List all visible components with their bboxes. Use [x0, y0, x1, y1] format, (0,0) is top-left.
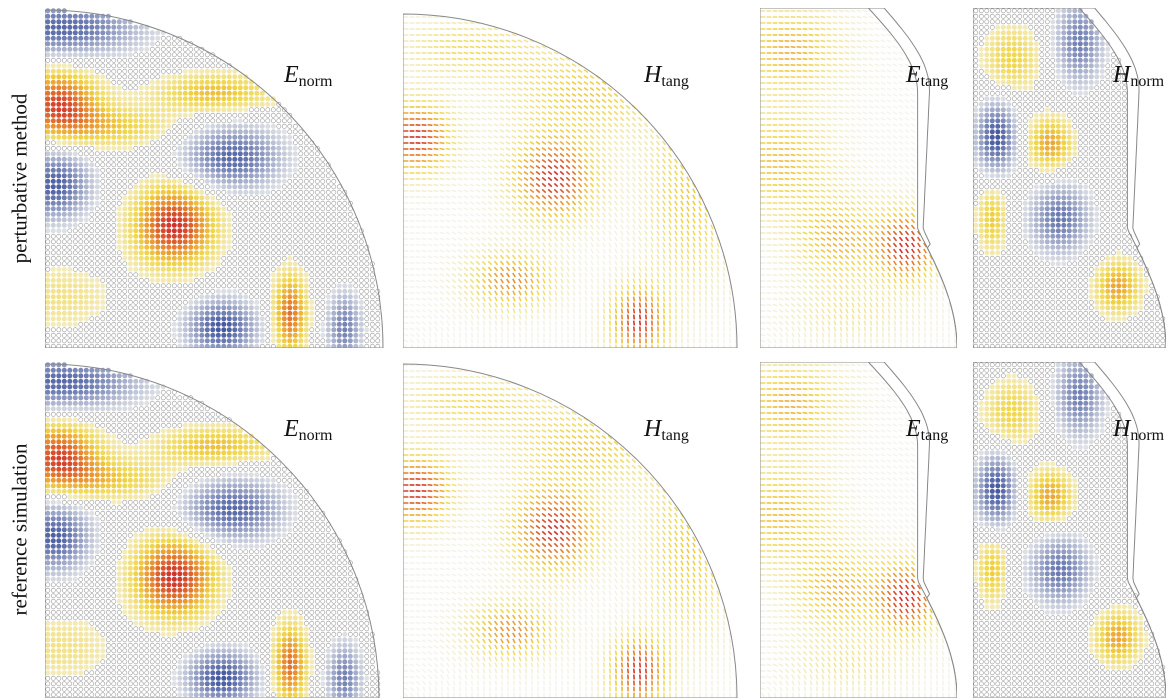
h-norm-field-map: [973, 362, 1166, 698]
field-cells: [973, 8, 1166, 348]
domain-outline: [45, 363, 380, 698]
domain-outline: [760, 362, 957, 698]
panel-e-norm-top: [45, 8, 385, 348]
field-cells: [760, 9, 956, 348]
field-label-e-norm-top: Enorm: [284, 62, 333, 90]
field-label-e-tang-top: Etang: [906, 62, 949, 90]
domain-outline: [403, 13, 738, 348]
h-tang-field-map: [403, 13, 738, 348]
panel-h-norm-top: [973, 8, 1166, 348]
field-label-e-norm-bottom: Enorm: [284, 416, 333, 444]
row-label-top: perturbative method: [7, 93, 32, 263]
field-label-h-tang-bottom: Htang: [644, 416, 689, 444]
domain-outline: [973, 362, 1166, 698]
domain-outline: [45, 9, 384, 348]
e-tang-field-map: [760, 362, 957, 698]
domain-outline: [760, 8, 957, 348]
e-tang-field-map: [760, 8, 957, 348]
field-cells: [760, 363, 957, 698]
field-cells: [403, 15, 737, 348]
e-norm-field-map: [45, 362, 381, 698]
panel-h-tang-top: [403, 8, 739, 348]
field-label-h-norm-top: Hnorm: [1113, 62, 1165, 90]
field-label-h-norm-bottom: Hnorm: [1113, 416, 1165, 444]
field-cells: [403, 364, 737, 698]
field-cells: [973, 362, 1166, 698]
field-cells: [45, 362, 381, 698]
field-cells: [45, 8, 381, 348]
field-label-h-tang-top: Htang: [644, 62, 689, 90]
panel-h-tang-bottom: [403, 362, 739, 698]
h-tang-field-map: [403, 363, 738, 698]
panel-e-norm-bottom: [45, 362, 385, 698]
panel-e-tang-top: [760, 8, 957, 348]
domain-outline: [403, 363, 738, 698]
panel-h-norm-bottom: [973, 362, 1166, 698]
panel-e-tang-bottom: [760, 362, 957, 698]
e-norm-field-map: [45, 8, 384, 348]
domain-outline: [973, 8, 1166, 348]
h-norm-field-map: [973, 8, 1166, 348]
field-label-e-tang-bottom: Etang: [906, 416, 949, 444]
row-label-bottom: reference simulation: [7, 443, 32, 615]
